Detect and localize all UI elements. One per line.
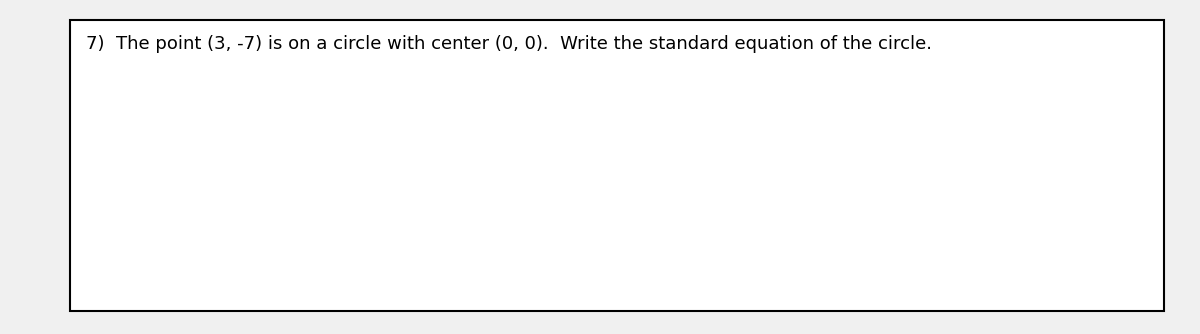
FancyBboxPatch shape: [70, 20, 1164, 311]
Text: 7)  The point (3, -7) is on a circle with center (0, 0).  Write the standard equ: 7) The point (3, -7) is on a circle with…: [86, 35, 932, 53]
